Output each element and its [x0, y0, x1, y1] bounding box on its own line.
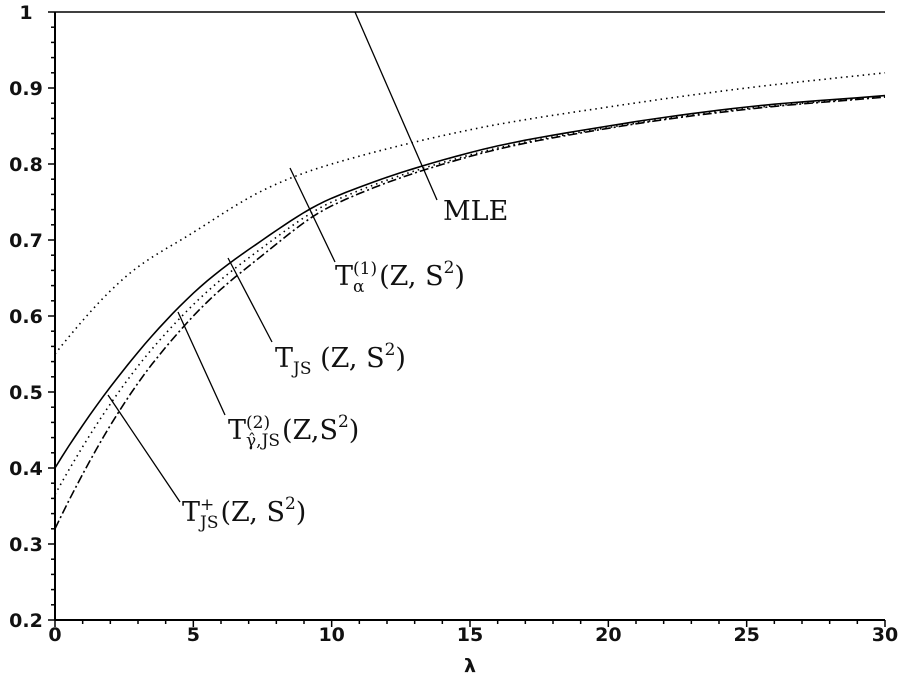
label-mle: MLE: [443, 196, 508, 227]
annotation-leader-line: [227, 257, 273, 343]
label-sup: (2): [246, 412, 271, 433]
annotation-leader-line: [177, 311, 226, 416]
x-tick-label: 25: [733, 624, 759, 646]
label-sub: JS: [293, 359, 312, 379]
y-tick-label: 0.5: [9, 382, 43, 404]
label-sup: +: [200, 494, 215, 515]
label-close: ): [295, 497, 307, 528]
label-args: (Z, S: [220, 497, 285, 528]
label-base: T: [182, 497, 201, 528]
label-t-alpha: T (1) α (Z, S2): [335, 258, 465, 296]
y-tick-label: 0.7: [9, 230, 43, 252]
x-tick-label: 15: [457, 624, 483, 646]
x-tick-label: 0: [48, 624, 61, 646]
label-args-sup: 2: [284, 494, 296, 514]
label-close: ): [454, 261, 465, 292]
annotation-leader-line: [289, 167, 336, 263]
y-tick-label: 0.3: [9, 534, 43, 556]
label-sub: JS: [200, 512, 219, 533]
label-sub: γ̂,JS: [246, 430, 281, 451]
annotation-leader-line: [354, 11, 438, 201]
label-base: T: [335, 261, 354, 292]
y-tick-label: 0.8: [9, 154, 43, 176]
label-close: ): [395, 343, 406, 374]
label-base: T: [275, 343, 294, 374]
label-t-js: TJS (Z, S2): [275, 340, 406, 379]
label-t-js-plus: T + JS (Z, S2): [182, 494, 306, 532]
y-tick-label: 0.4: [9, 458, 43, 480]
x-tick-label: 5: [187, 624, 200, 646]
x-tick-label: 20: [595, 624, 621, 646]
label-args: (Z, S: [320, 343, 385, 374]
y-tick-label: 0.9: [9, 78, 43, 100]
series-line-2: [54, 94, 886, 469]
annotation-leader-line: [107, 394, 181, 503]
label-args-sup: 2: [384, 340, 396, 360]
series-line-4: [54, 96, 886, 530]
label-args-sup: 2: [337, 412, 349, 432]
x-axis-label: λ: [464, 655, 476, 677]
x-tick-label: 10: [318, 624, 344, 646]
label-close: ): [348, 415, 360, 446]
y-tick-label: 0.2: [9, 610, 43, 632]
y-tick-label: 1: [19, 2, 32, 24]
label-base: T: [228, 415, 247, 446]
label-t-gamma: T (2) γ̂,JS (Z,S2): [228, 412, 359, 450]
x-tick-label: 30: [872, 624, 898, 646]
label-mle-text: MLE: [443, 196, 509, 227]
label-args: (Z, S: [379, 261, 444, 292]
label-args-sup: 2: [443, 258, 455, 278]
label-args: (Z,S: [282, 415, 338, 446]
label-sub: α: [353, 276, 365, 297]
y-tick-label: 0.6: [9, 306, 43, 328]
label-sup: (1): [353, 258, 378, 279]
